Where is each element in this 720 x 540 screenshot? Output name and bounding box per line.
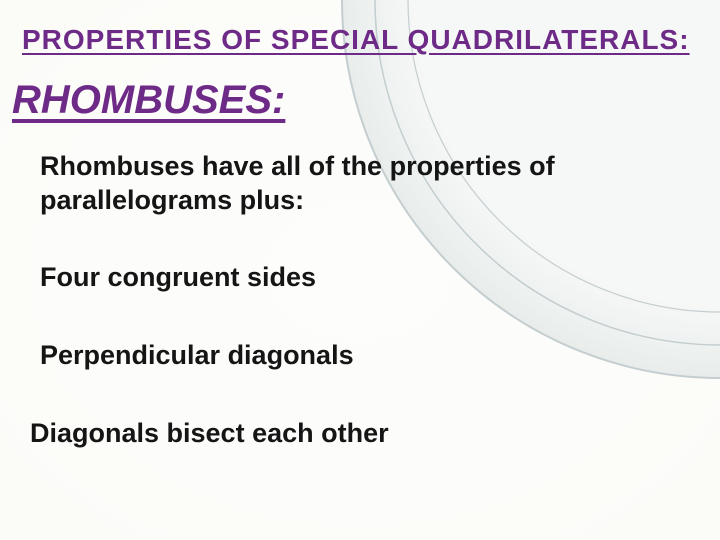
slide: PROPERTIES OF SPECIAL QUADRILATERALS: RH… bbox=[0, 0, 720, 540]
property-2: Perpendicular diagonals bbox=[40, 340, 354, 371]
property-3: Diagonals bisect each other bbox=[30, 418, 389, 449]
slide-subtitle: RHOMBUSES: bbox=[12, 78, 285, 123]
slide-title: PROPERTIES OF SPECIAL QUADRILATERALS: bbox=[22, 24, 690, 56]
property-1: Four congruent sides bbox=[40, 262, 316, 293]
intro-text: Rhombuses have all of the properties of … bbox=[40, 150, 660, 218]
